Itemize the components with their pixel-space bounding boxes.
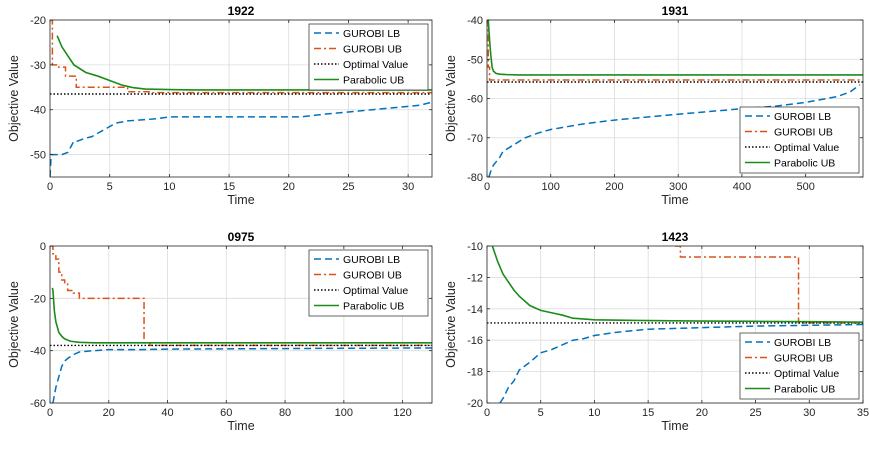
x-tick-label: 100 (335, 407, 353, 419)
series-line-gurobi-lb (488, 84, 861, 177)
y-tick-label: -12 (467, 272, 483, 284)
series-line-parabolic-ub (51, 287, 432, 344)
legend: GUROBI LB GUROBI UB Optimal Value Parabolic… (739, 332, 860, 400)
y-tick-label: -40 (30, 105, 46, 117)
y-axis-label: Objective Value (444, 281, 458, 368)
y-tick-label: -14 (467, 304, 483, 316)
legend-label-gurobi-lb: GUROBI LB (774, 111, 831, 123)
plot-frame (49, 19, 433, 178)
legend-label-parabolic-ub: Parabolic UB (343, 74, 404, 86)
x-tick-label: 10 (163, 181, 175, 193)
x-tick-label: 25 (342, 181, 354, 193)
chart-title: 0975 (228, 230, 255, 244)
legend-label-optimal-value: Optimal Value (343, 285, 408, 297)
x-tick-label: 5 (107, 181, 113, 193)
x-tick-label: 0 (484, 181, 490, 193)
y-tick-label: -50 (467, 54, 483, 66)
x-tick-label: 5 (538, 407, 544, 419)
plot-frame (49, 245, 433, 404)
y-tick-label: -10 (467, 241, 483, 253)
x-tick-label: 200 (605, 181, 623, 193)
x-tick-label: 30 (803, 407, 815, 419)
x-tick-label: 40 (161, 407, 173, 419)
y-axis-label: Objective Value (7, 55, 21, 142)
y-axis-label: Objective Value (444, 55, 458, 142)
y-tick-label: -70 (467, 133, 483, 145)
y-tick-label: -40 (467, 15, 483, 27)
y-tick-label: -18 (467, 367, 483, 379)
series-line-gurobi-ub (50, 246, 432, 347)
y-tick-label: -60 (467, 94, 483, 106)
series-line-parabolic-ub (491, 246, 863, 323)
legend-label-parabolic-ub: Parabolic UB (343, 300, 404, 312)
y-tick-label: -20 (30, 293, 46, 305)
x-tick-label: 20 (103, 407, 115, 419)
chart-title: 1931 (662, 4, 689, 18)
legend-label-gurobi-ub: GUROBI UB (343, 43, 402, 55)
legend-label-parabolic-ub: Parabolic UB (774, 157, 835, 169)
x-tick-label: 15 (223, 181, 235, 193)
x-tick-label: 10 (588, 407, 600, 419)
x-tick-label: 120 (393, 407, 411, 419)
y-tick-label: -80 (467, 172, 483, 184)
legend-label-parabolic-ub: Parabolic UB (774, 383, 835, 395)
x-tick-label: 20 (283, 181, 295, 193)
series-line-gurobi-ub (50, 20, 432, 94)
x-axis-label: Time (661, 419, 688, 433)
y-tick-label: 0 (40, 241, 46, 253)
legend-label-gurobi-lb: GUROBI LB (343, 28, 400, 40)
chart-panel-1922: 0 5 10 15 20 25 30 -50 -40 -30 -20 1922 Time Objectiv… (7, 4, 433, 207)
chart-title: 1922 (228, 4, 255, 18)
legend-label-optimal-value: Optimal Value (343, 59, 408, 71)
x-tick-label: 35 (857, 407, 869, 419)
y-tick-label: -50 (30, 150, 46, 162)
legend: GUROBI LB GUROBI UB Optimal Value Parabolic… (308, 23, 429, 91)
x-axis-label: Time (661, 193, 688, 207)
x-tick-label: 0 (47, 407, 53, 419)
y-tick-label: -16 (467, 335, 483, 347)
series-line-gurobi-ub (487, 20, 863, 81)
chart-panel-1931: 0 100 200 300 400 500 -80 -70 -60 -50 -40 1931 Time O… (444, 4, 864, 207)
y-tick-label: -20 (467, 398, 483, 410)
x-tick-label: 0 (47, 181, 53, 193)
legend: GUROBI LB GUROBI UB Optimal Value Parabolic… (739, 106, 860, 174)
x-axis-label: Time (227, 419, 254, 433)
y-tick-label: -20 (30, 15, 46, 27)
x-tick-label: 80 (279, 407, 291, 419)
series-line-parabolic-ub (56, 35, 432, 91)
legend-label-gurobi-lb: GUROBI LB (343, 254, 400, 266)
series-line-parabolic-ub (487, 20, 863, 76)
legend-label-optimal-value: Optimal Value (774, 368, 839, 380)
legend-label-gurobi-ub: GUROBI UB (343, 269, 402, 281)
series-line-gurobi-lb (50, 101, 432, 177)
x-tick-label: 30 (402, 181, 414, 193)
x-tick-label: 0 (484, 407, 490, 419)
legend: GUROBI LB GUROBI UB Optimal Value Parabolic… (308, 249, 429, 317)
chart-panel-0975: 0 20 40 60 80 100 120 -60 -40 -20 0 0975 Time Objecti… (7, 230, 433, 433)
x-tick-label: 100 (542, 181, 560, 193)
y-tick-label: -40 (30, 346, 46, 358)
legend-label-optimal-value: Optimal Value (774, 142, 839, 154)
legend-label-gurobi-ub: GUROBI UB (774, 126, 833, 138)
y-tick-label: -30 (30, 60, 46, 72)
plot-frame (486, 245, 864, 404)
series-line-gurobi-lb (499, 323, 863, 403)
chart-title: 1423 (662, 230, 689, 244)
x-tick-label: 400 (733, 181, 751, 193)
y-tick-label: -60 (30, 398, 46, 410)
x-tick-label: 500 (796, 181, 814, 193)
x-axis-label: Time (227, 193, 254, 207)
x-tick-label: 15 (642, 407, 654, 419)
x-tick-label: 25 (749, 407, 761, 419)
series-line-gurobi-lb (52, 347, 432, 403)
x-tick-label: 20 (696, 407, 708, 419)
series-line-gurobi-ub (675, 246, 863, 324)
legend-label-gurobi-ub: GUROBI UB (774, 352, 833, 364)
x-tick-label: 300 (669, 181, 687, 193)
legend-label-gurobi-lb: GUROBI LB (774, 337, 831, 349)
x-tick-label: 60 (220, 407, 232, 419)
chart-panel-1423: 0 5 10 15 20 25 30 35 -20 -18 -16 -14 -12 -10 1423 Time… (444, 230, 869, 433)
y-axis-label: Objective Value (7, 281, 21, 368)
